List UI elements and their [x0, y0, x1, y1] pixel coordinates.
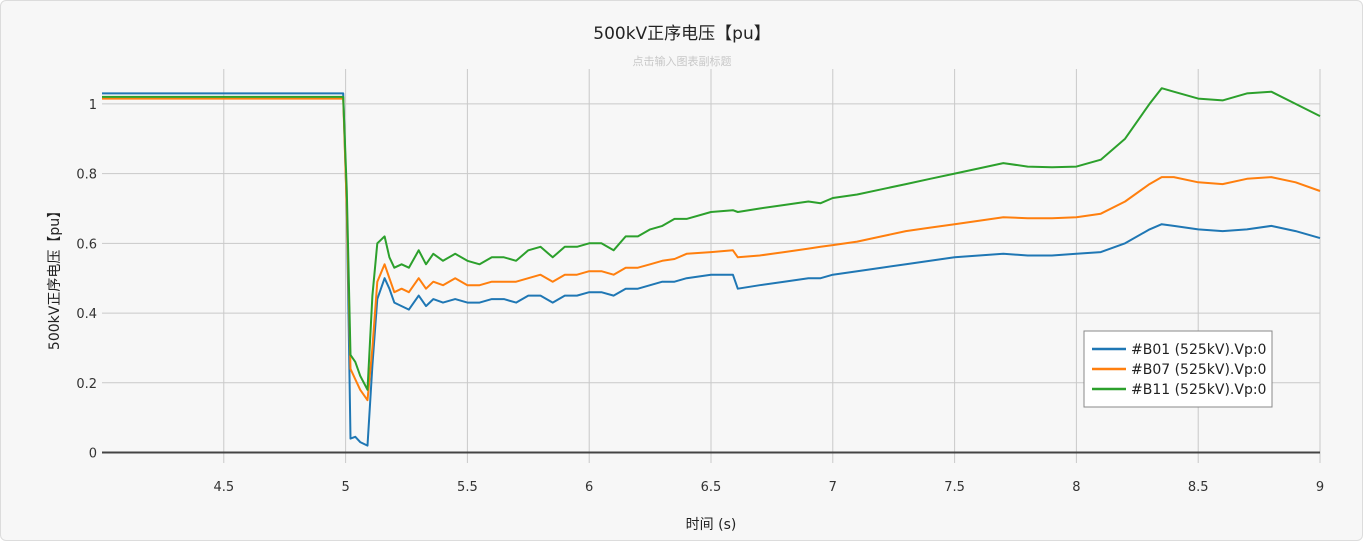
x-axis-label: 时间 (s) [686, 517, 737, 533]
x-tick-label: 5 [341, 480, 349, 495]
y-tick-label: 0.4 [76, 307, 97, 322]
y-tick-label: 0 [89, 447, 97, 462]
x-tick-label: 8 [1072, 480, 1080, 495]
x-tick-label: 9 [1316, 480, 1324, 495]
x-tick-label: 4.5 [213, 480, 234, 495]
series-line-1 [102, 92, 1321, 447]
x-tick-label: 7 [829, 480, 837, 495]
chart-subtitle[interactable]: 点击输入图表副标题 [633, 54, 732, 68]
series-line-3 [102, 87, 1321, 391]
x-tick-label: 6 [585, 480, 593, 495]
x-tick-label: 8.5 [1188, 480, 1209, 495]
x-axis-ticks: 4.5 5 5.5 6 6.5 7 7.5 8 8.5 9 [213, 480, 1324, 495]
x-tick-label: 5.5 [457, 480, 478, 495]
y-tick-label: 1 [89, 98, 97, 113]
grid-lines [102, 69, 1321, 463]
x-tick-label: 6.5 [701, 480, 722, 495]
legend-entry[interactable]: #B01 (525kV).Vp:0 [1131, 342, 1266, 358]
legend[interactable]: #B01 (525kV).Vp:0 #B07 (525kV).Vp:0 #B11 (… [1083, 330, 1273, 408]
series-line-2 [102, 97, 1321, 402]
legend-entry[interactable]: #B07 (525kV).Vp:0 [1131, 362, 1266, 378]
y-tick-label: 0.8 [76, 168, 97, 183]
legend-entry[interactable]: #B11 (525kV).Vp:0 [1131, 382, 1266, 398]
y-tick-label: 0.6 [76, 237, 97, 252]
y-axis-ticks: 0 0.2 0.4 0.6 0.8 1 [76, 98, 97, 462]
series-lines [102, 87, 1321, 447]
y-axis-label: 500kV正序电压【pu】 [47, 204, 63, 350]
x-tick-label: 7.5 [944, 480, 965, 495]
chart-title: 500kV正序电压【pu】 [593, 24, 771, 44]
y-tick-label: 0.2 [76, 377, 97, 392]
